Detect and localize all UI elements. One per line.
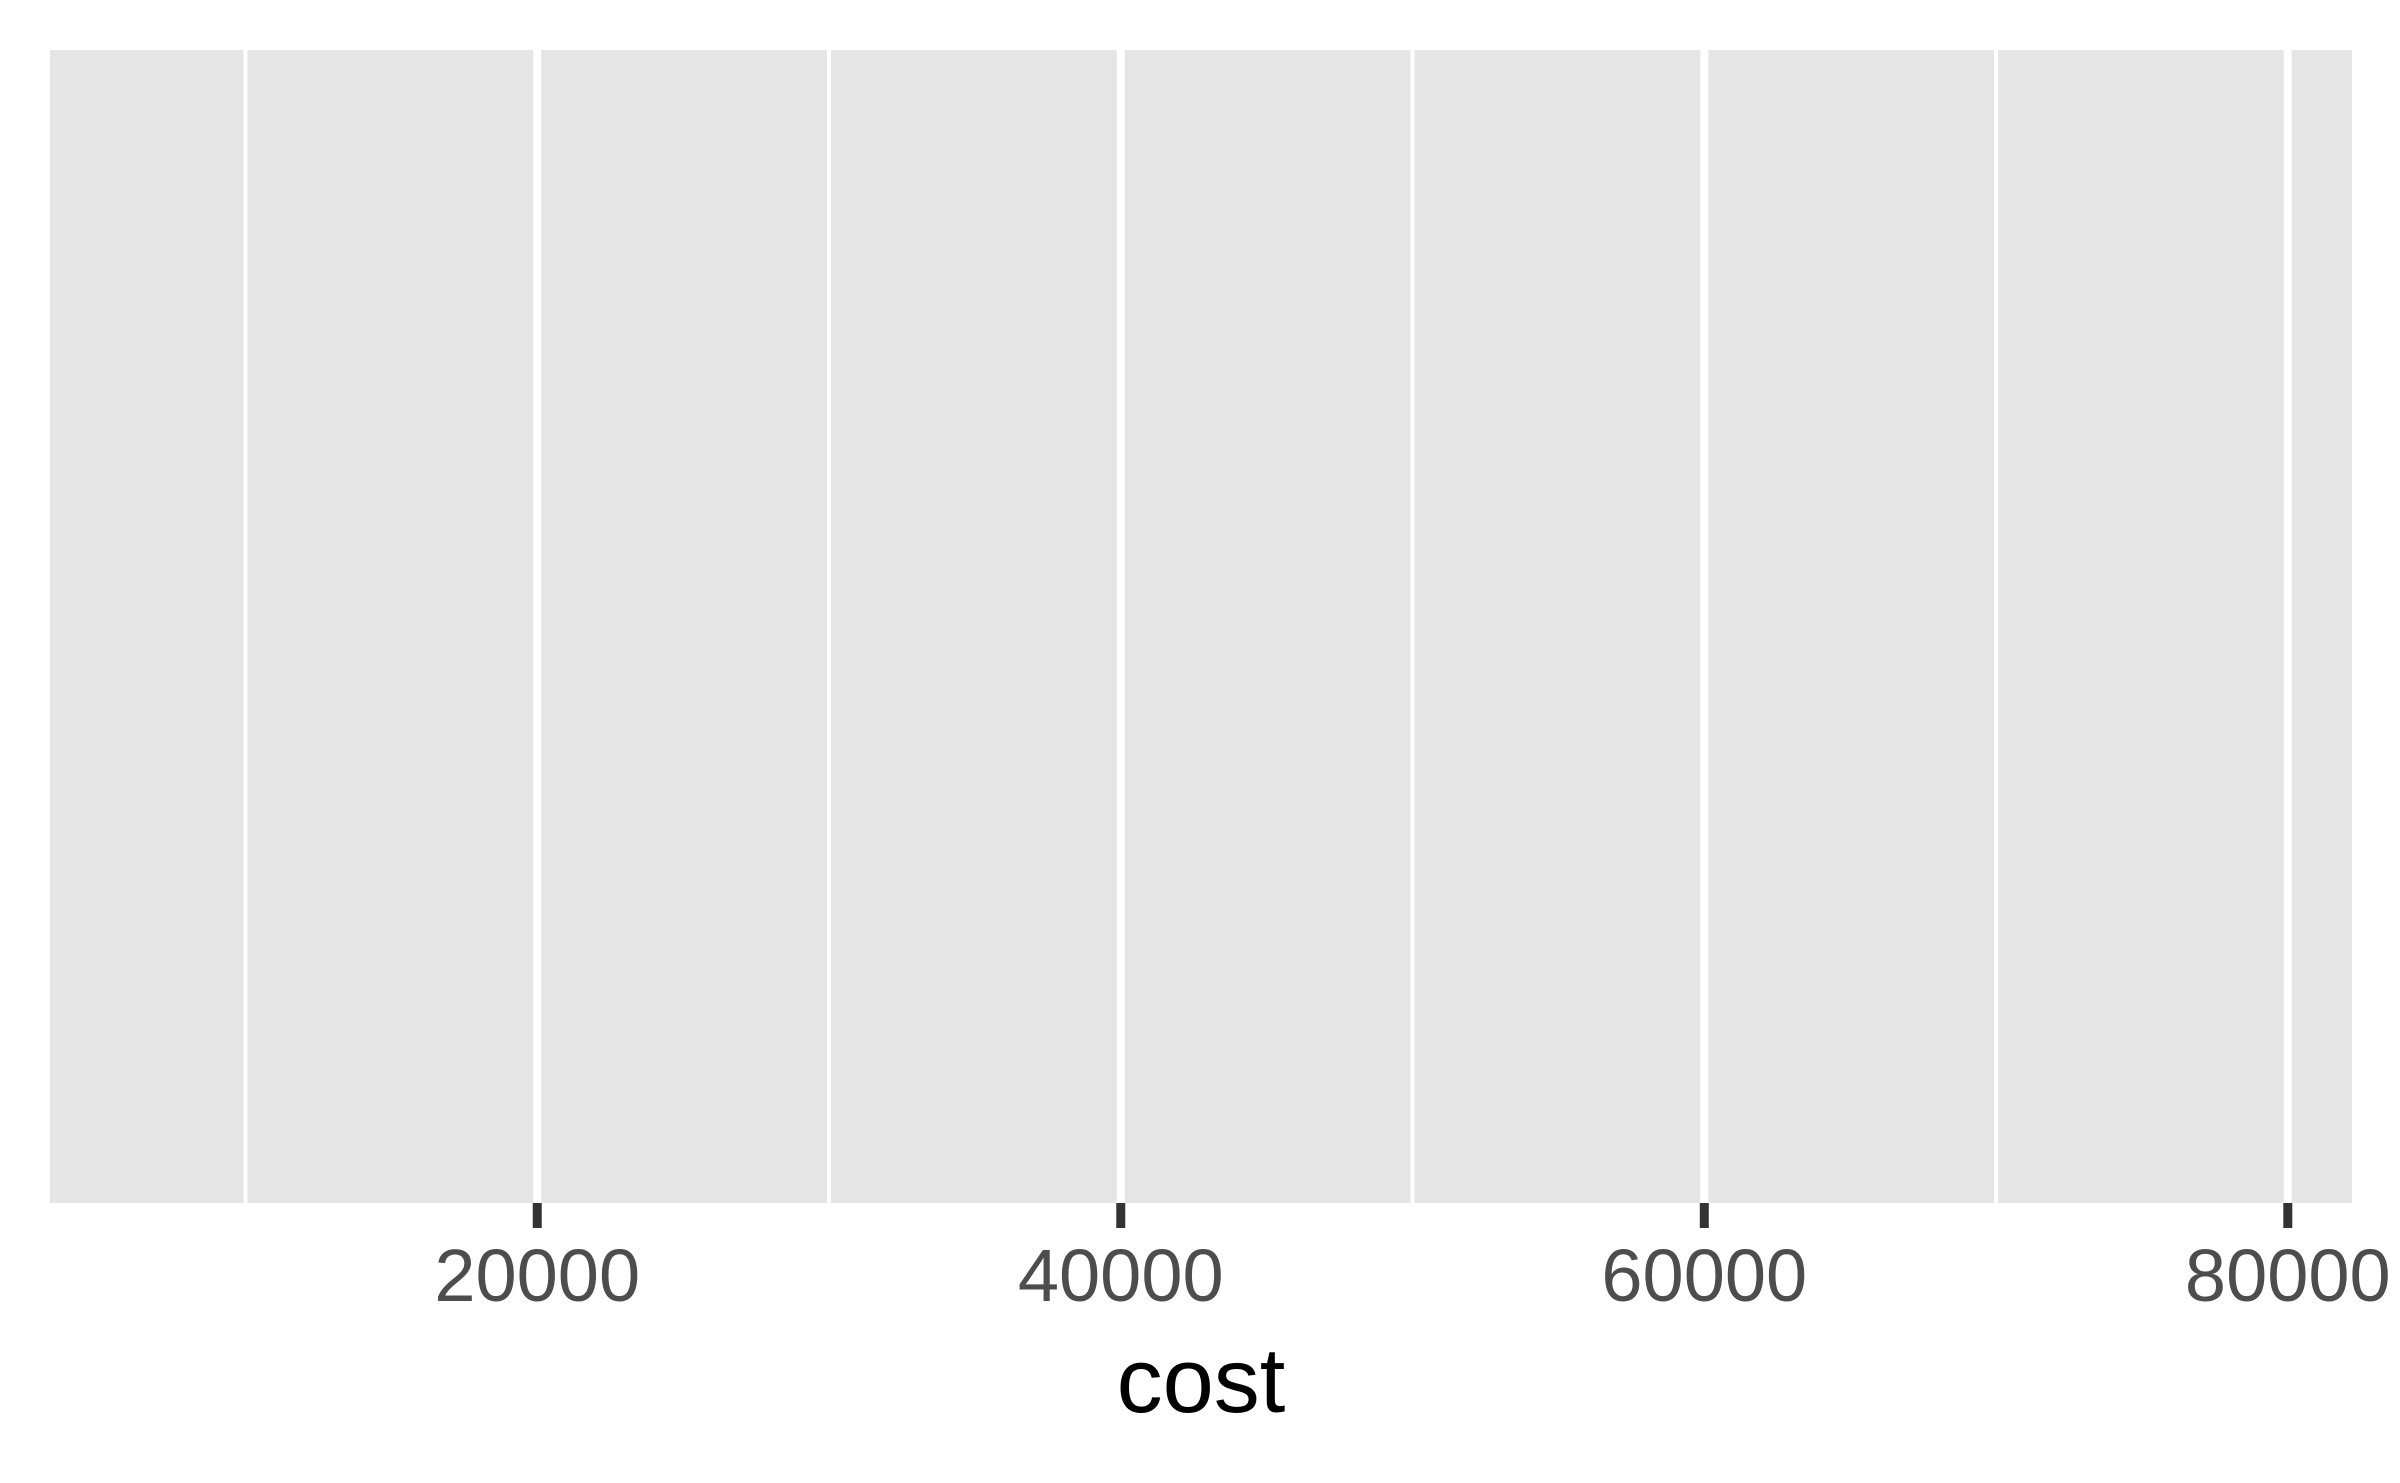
x-axis-title: cost (1117, 1330, 1286, 1432)
x-tick-label: 40000 (1018, 1234, 1224, 1317)
x-axis-tick-labels: 20000 40000 60000 80000 (434, 1234, 2390, 1317)
x-tick-label: 80000 (2185, 1234, 2391, 1317)
x-axis-ticks (532, 1203, 2293, 1228)
plot-panel (50, 50, 2352, 1203)
x-tick-label: 60000 (1601, 1234, 1807, 1317)
minor-gridlines (243, 50, 1999, 1203)
major-gridlines (533, 50, 2292, 1203)
x-tick-label: 20000 (434, 1234, 640, 1317)
